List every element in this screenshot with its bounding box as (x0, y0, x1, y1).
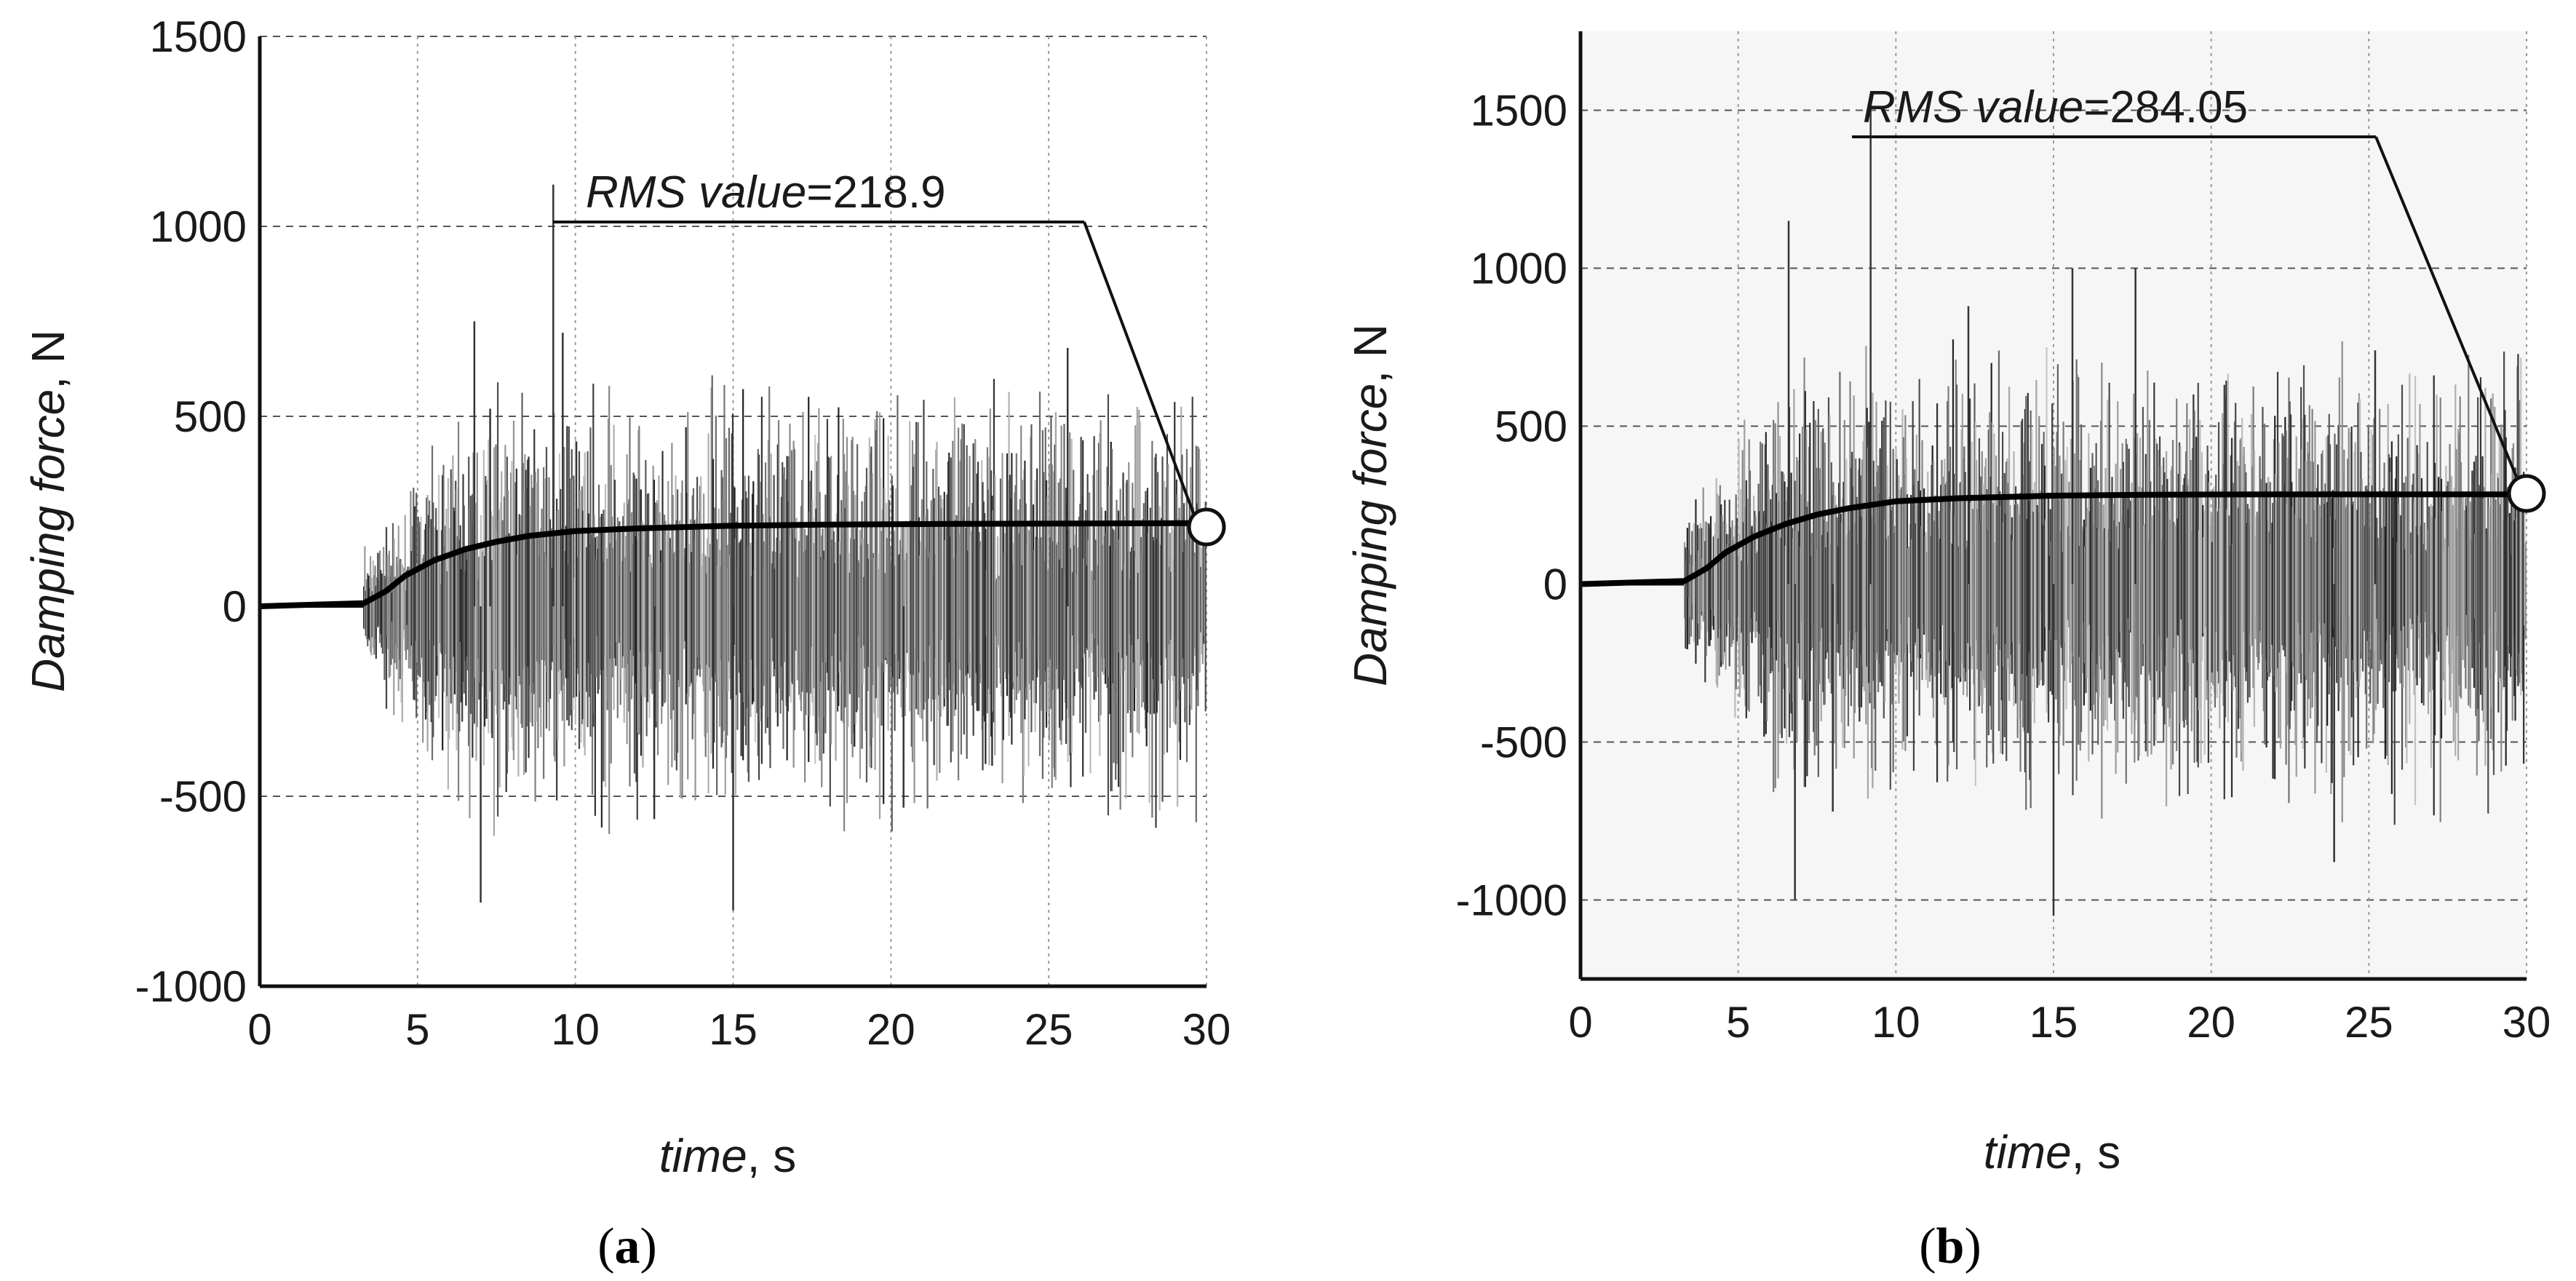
y-tick-label: 1500 (150, 12, 247, 61)
x-tick-label: 30 (2503, 998, 2551, 1047)
tick-labels: -1000 -500 0 500 1000 1500 0 5 10 15 20 25 30 (135, 12, 1231, 1054)
y-tick-label: -1000 (135, 962, 247, 1011)
y-axis-label-main: Damping force (1344, 384, 1396, 686)
x-tick-label: 0 (247, 1005, 271, 1054)
y-tick-label: 500 (174, 392, 247, 441)
axes (258, 36, 1206, 988)
panel-label-letter: a (615, 1218, 640, 1274)
x-tick-label: 10 (1872, 998, 1920, 1047)
x-tick-label: 20 (867, 1005, 915, 1054)
x-tick-label: 25 (1025, 1005, 1073, 1054)
rms-curve (1580, 491, 2527, 587)
chart-panel-b: -1000 -500 0 500 1000 1500 0 5 10 15 20 25 30 RMS va… (1344, 31, 2551, 1274)
rms-annotation-value: 284.05 (2110, 82, 2248, 132)
x-tick-label: 15 (709, 1005, 758, 1054)
rms-annotation-leader (1083, 221, 1195, 514)
tick-labels: -1000 -500 0 500 1000 1500 0 5 10 15 20 25 30 (1456, 87, 2551, 1047)
x-axis-label-main: time (659, 1130, 747, 1182)
rms-annotation-equals: = (2083, 82, 2110, 132)
panel-label-open: ( (597, 1218, 614, 1274)
damping-force-signal (260, 184, 1206, 911)
x-axis-label-unit: , s (747, 1130, 797, 1182)
rms-annotation-leader (2374, 136, 2518, 477)
x-tick-label: 15 (2030, 998, 2078, 1047)
x-axis-label: time, s (659, 1130, 796, 1182)
rms-annotation-marker (1187, 507, 1226, 547)
y-axis-label: Damping force, N (1344, 324, 1396, 686)
panel-label-b: (b) (1919, 1218, 1981, 1274)
y-tick-label: 500 (1495, 402, 1567, 451)
y-tick-label: 1000 (150, 202, 247, 251)
y-tick-label: 1500 (1471, 87, 1567, 135)
chart-panel-a: -1000 -500 0 500 1000 1500 0 5 10 15 20 25 30 RMS va… (22, 12, 1231, 1274)
y-tick-label: -1000 (1456, 876, 1567, 925)
x-tick-label: 5 (405, 1005, 429, 1054)
rms-line (259, 520, 1207, 609)
y-tick-label: 0 (223, 582, 247, 631)
axes (1578, 31, 2527, 981)
x-tick-label: 20 (2187, 998, 2235, 1047)
y-tick-label: -500 (1480, 718, 1567, 767)
x-tick-label: 0 (1568, 998, 1592, 1047)
y-tick-label: 0 (1543, 560, 1567, 609)
rms-annotation: RMS value=218.9 (553, 167, 1226, 547)
rms-annotation-value: 218.9 (832, 167, 945, 218)
rms-annotation-text: RMS value=284.05 (1863, 82, 2248, 132)
panel-label-a: (a) (597, 1218, 657, 1274)
rms-annotation-name: RMS value (1863, 82, 2083, 132)
y-axis-label: Damping force, N (22, 330, 74, 692)
x-tick-label: 10 (551, 1005, 600, 1054)
panel-label-open: ( (1919, 1218, 1936, 1274)
x-axis-label-main: time (1984, 1126, 2072, 1178)
x-tick-label: 30 (1182, 1005, 1231, 1054)
x-axis-label-unit: , s (2072, 1126, 2121, 1178)
y-axis-label-unit: , N (1344, 324, 1396, 384)
y-axis-label-main: Damping force (22, 389, 74, 692)
rms-annotation: RMS value=284.05 (1852, 82, 2546, 513)
x-tick-label: 5 (1726, 998, 1750, 1047)
panel-label-close: ) (640, 1218, 657, 1274)
rms-line (1580, 491, 2527, 587)
panel-label-close: ) (1964, 1218, 1981, 1274)
x-tick-label: 25 (2345, 998, 2393, 1047)
x-axis-label: time, s (1984, 1126, 2120, 1178)
rms-annotation-name: RMS value (586, 167, 806, 218)
rms-annotation-marker (2507, 474, 2546, 513)
panel-label-letter: b (1936, 1218, 1965, 1274)
rms-annotation-equals: = (806, 167, 832, 218)
rms-curve (259, 520, 1207, 609)
y-tick-label: -500 (159, 772, 247, 821)
y-axis-label-unit: , N (22, 330, 74, 389)
rms-annotation-text: RMS value=218.9 (586, 167, 946, 218)
y-tick-label: 1000 (1471, 245, 1567, 293)
